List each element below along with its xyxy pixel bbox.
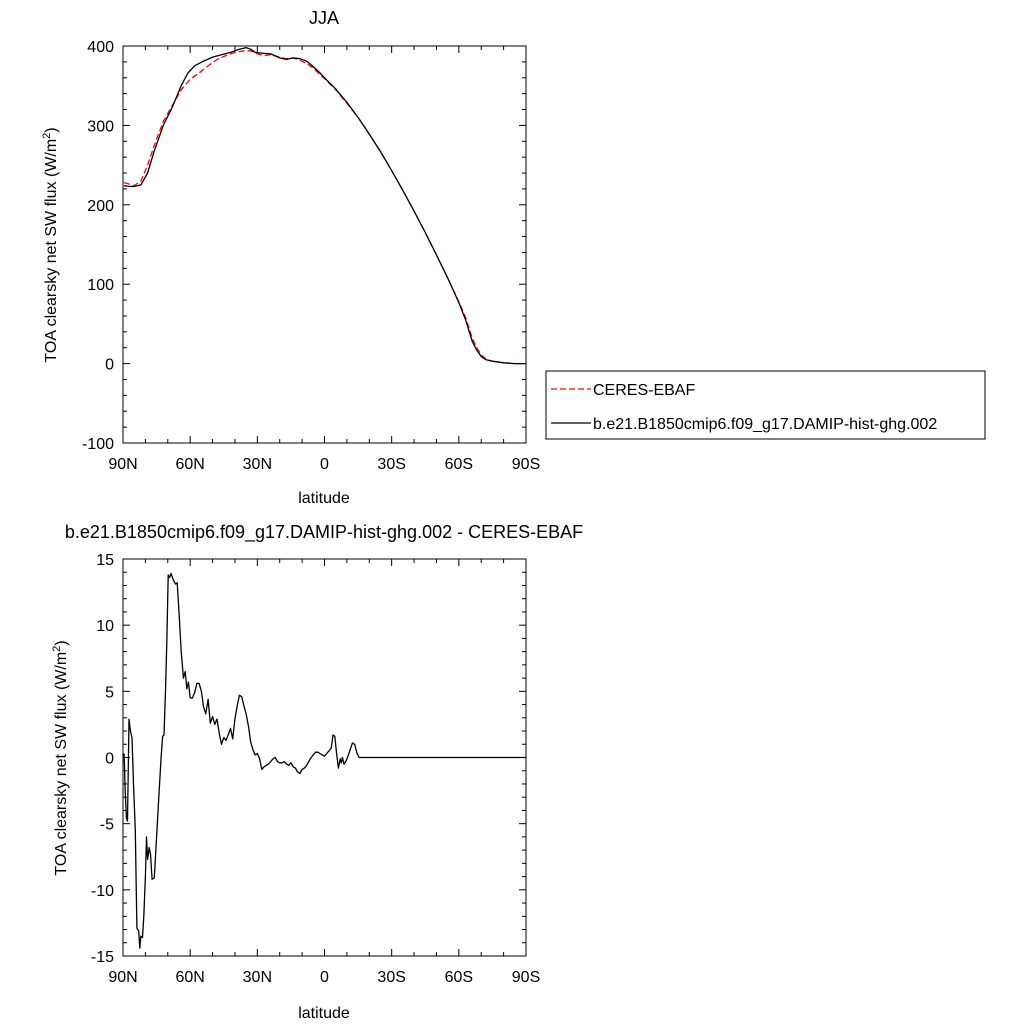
top-series-line-1 xyxy=(124,46,525,365)
top-y-tick-label: -100 xyxy=(82,436,114,453)
bottom-plot-frame xyxy=(122,558,527,957)
top-plot-frame xyxy=(122,45,527,444)
bottom-y-tick-label: -10 xyxy=(91,883,114,900)
top-y-label-main: TOA clearsky net SW flux (W/m xyxy=(43,139,60,363)
bottom-y-tick-label: 10 xyxy=(96,618,114,635)
bottom-x-tick-label: 60N xyxy=(175,969,204,986)
bottom-x-tick-label: 0 xyxy=(320,969,329,986)
bottom-y-tick-label: -15 xyxy=(91,949,114,966)
top-series-line-0 xyxy=(123,50,525,365)
top-x-tick-label: 60N xyxy=(175,456,204,473)
top-plot-area: 90N 60N 30N 0 30S 60S 90S -100 0 100 200 300 400 xyxy=(82,39,540,473)
top-x-tick-label: 90N xyxy=(108,456,137,473)
top-y-label-sup: 2 xyxy=(41,133,53,139)
bottom-x-tick-label: 60S xyxy=(445,969,473,986)
bottom-x-axis-label: latitude xyxy=(298,1005,350,1022)
top-y-tick-label: 200 xyxy=(87,198,114,215)
bottom-y-label-sup: 2 xyxy=(51,646,63,652)
top-x-tick-label: 30S xyxy=(377,456,405,473)
top-y-tick-label: 0 xyxy=(105,357,114,374)
bottom-x-tick-label: 90S xyxy=(512,969,540,986)
top-chart-title: JJA xyxy=(309,8,339,28)
bottom-y-label-close: ) xyxy=(53,640,70,645)
top-y-tick-label: 300 xyxy=(87,118,114,135)
bottom-chart-title: b.e21.B1850cmip6.f09_g17.DAMIP-hist-ghg.… xyxy=(65,522,583,543)
top-x-tick-label: 60S xyxy=(445,456,473,473)
bottom-y-tick-label: 0 xyxy=(105,751,114,768)
top-y-axis-label: TOA clearsky net SW flux (W/m2) xyxy=(41,127,60,362)
legend-box xyxy=(545,370,986,440)
top-y-tick-label: 400 xyxy=(87,39,114,56)
top-y-tick-label: 100 xyxy=(87,277,114,294)
top-x-tick-label: 0 xyxy=(320,456,329,473)
top-x-tick-label: 30N xyxy=(243,456,272,473)
legend-label-model: b.e21.B1850cmip6.f09_g17.DAMIP-hist-ghg.… xyxy=(593,416,937,433)
bottom-x-tick-label: 90N xyxy=(108,969,137,986)
top-legend: CERES-EBAF b.e21.B1850cmip6.f09_g17.DAMI… xyxy=(545,370,986,440)
top-x-tick-label: 90S xyxy=(512,456,540,473)
bottom-y-tick-label: 15 xyxy=(96,552,114,569)
bottom-y-axis-label: TOA clearsky net SW flux (W/m2) xyxy=(51,640,70,875)
bottom-y-tick-label: 5 xyxy=(105,684,114,701)
bottom-y-tick-label: -5 xyxy=(100,817,114,834)
top-x-axis-label: latitude xyxy=(298,490,350,507)
bottom-y-label-main: TOA clearsky net SW flux (W/m xyxy=(53,652,70,876)
bottom-x-tick-label: 30N xyxy=(243,969,272,986)
top-y-label-close: ) xyxy=(43,127,60,132)
bottom-panel: b.e21.B1850cmip6.f09_g17.DAMIP-hist-ghg.… xyxy=(51,522,583,1022)
bottom-series-line-0 xyxy=(123,572,525,949)
top-panel: JJA 90N 60N 30N 0 30S 60S 90S -100 0 100 200 300 400… xyxy=(41,8,986,507)
bottom-plot-area: 90N 60N 30N 0 30S 60S 90S -15 -10 -5 0 5 10 15 xyxy=(91,552,540,986)
bottom-x-tick-label: 30S xyxy=(377,969,405,986)
legend-label-ceres: CERES-EBAF xyxy=(593,382,695,399)
